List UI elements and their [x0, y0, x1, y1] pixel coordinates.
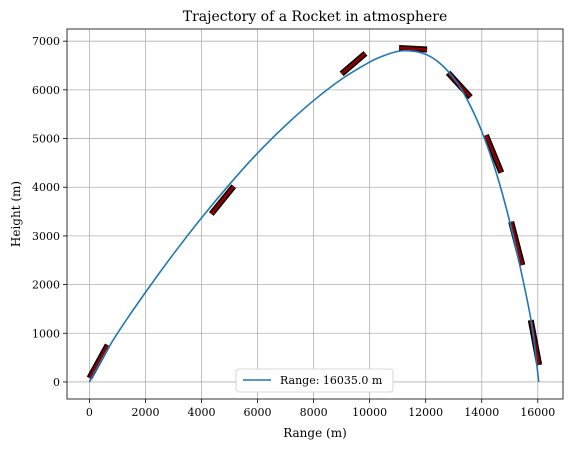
x-tick-label: 6000 — [244, 406, 272, 419]
y-tick-label: 4000 — [32, 181, 60, 194]
x-tick-label: 0 — [86, 406, 93, 419]
series-layer — [88, 49, 540, 383]
x-axis-ticks: 0 2000 4000 6000 8000 10000 12000 14000 16000 — [86, 399, 555, 419]
y-tick-label: 0 — [53, 376, 60, 389]
grid-lines — [67, 29, 563, 399]
x-tick-label: 10000 — [352, 406, 387, 419]
y-tick-label: 3000 — [32, 230, 60, 243]
legend-label: Range: 16035.0 m — [280, 374, 383, 387]
velocity-arrow — [398, 46, 428, 51]
y-tick-label: 1000 — [32, 327, 60, 340]
velocity-arrow — [340, 52, 367, 75]
x-axis-label: Range (m) — [283, 426, 347, 440]
velocity-arrow — [484, 134, 503, 174]
x-tick-label: 14000 — [464, 406, 499, 419]
legend: Range: 16035.0 m — [235, 368, 394, 393]
y-tick-label: 2000 — [32, 279, 60, 292]
x-tick-label: 16000 — [520, 406, 555, 419]
velocity-arrow — [88, 344, 109, 379]
y-tick-label: 7000 — [32, 35, 60, 48]
x-tick-label: 8000 — [300, 406, 328, 419]
chart-title: Trajectory of a Rocket in atmosphere — [183, 9, 448, 25]
trajectory-line — [88, 49, 540, 383]
y-tick-label: 6000 — [32, 84, 60, 97]
plot-frame — [66, 28, 564, 400]
y-axis-label: Height (m) — [9, 181, 23, 247]
x-tick-label: 12000 — [408, 406, 443, 419]
velocity-arrow — [509, 221, 524, 266]
x-tick-label: 2000 — [131, 406, 159, 419]
x-tick-label: 4000 — [188, 406, 216, 419]
legend-box — [235, 368, 394, 393]
plot-area — [67, 29, 563, 399]
y-tick-label: 5000 — [32, 133, 60, 146]
velocity-arrow — [210, 185, 235, 215]
y-axis-ticks: 0 1000 2000 3000 4000 5000 6000 7000 — [32, 35, 67, 389]
